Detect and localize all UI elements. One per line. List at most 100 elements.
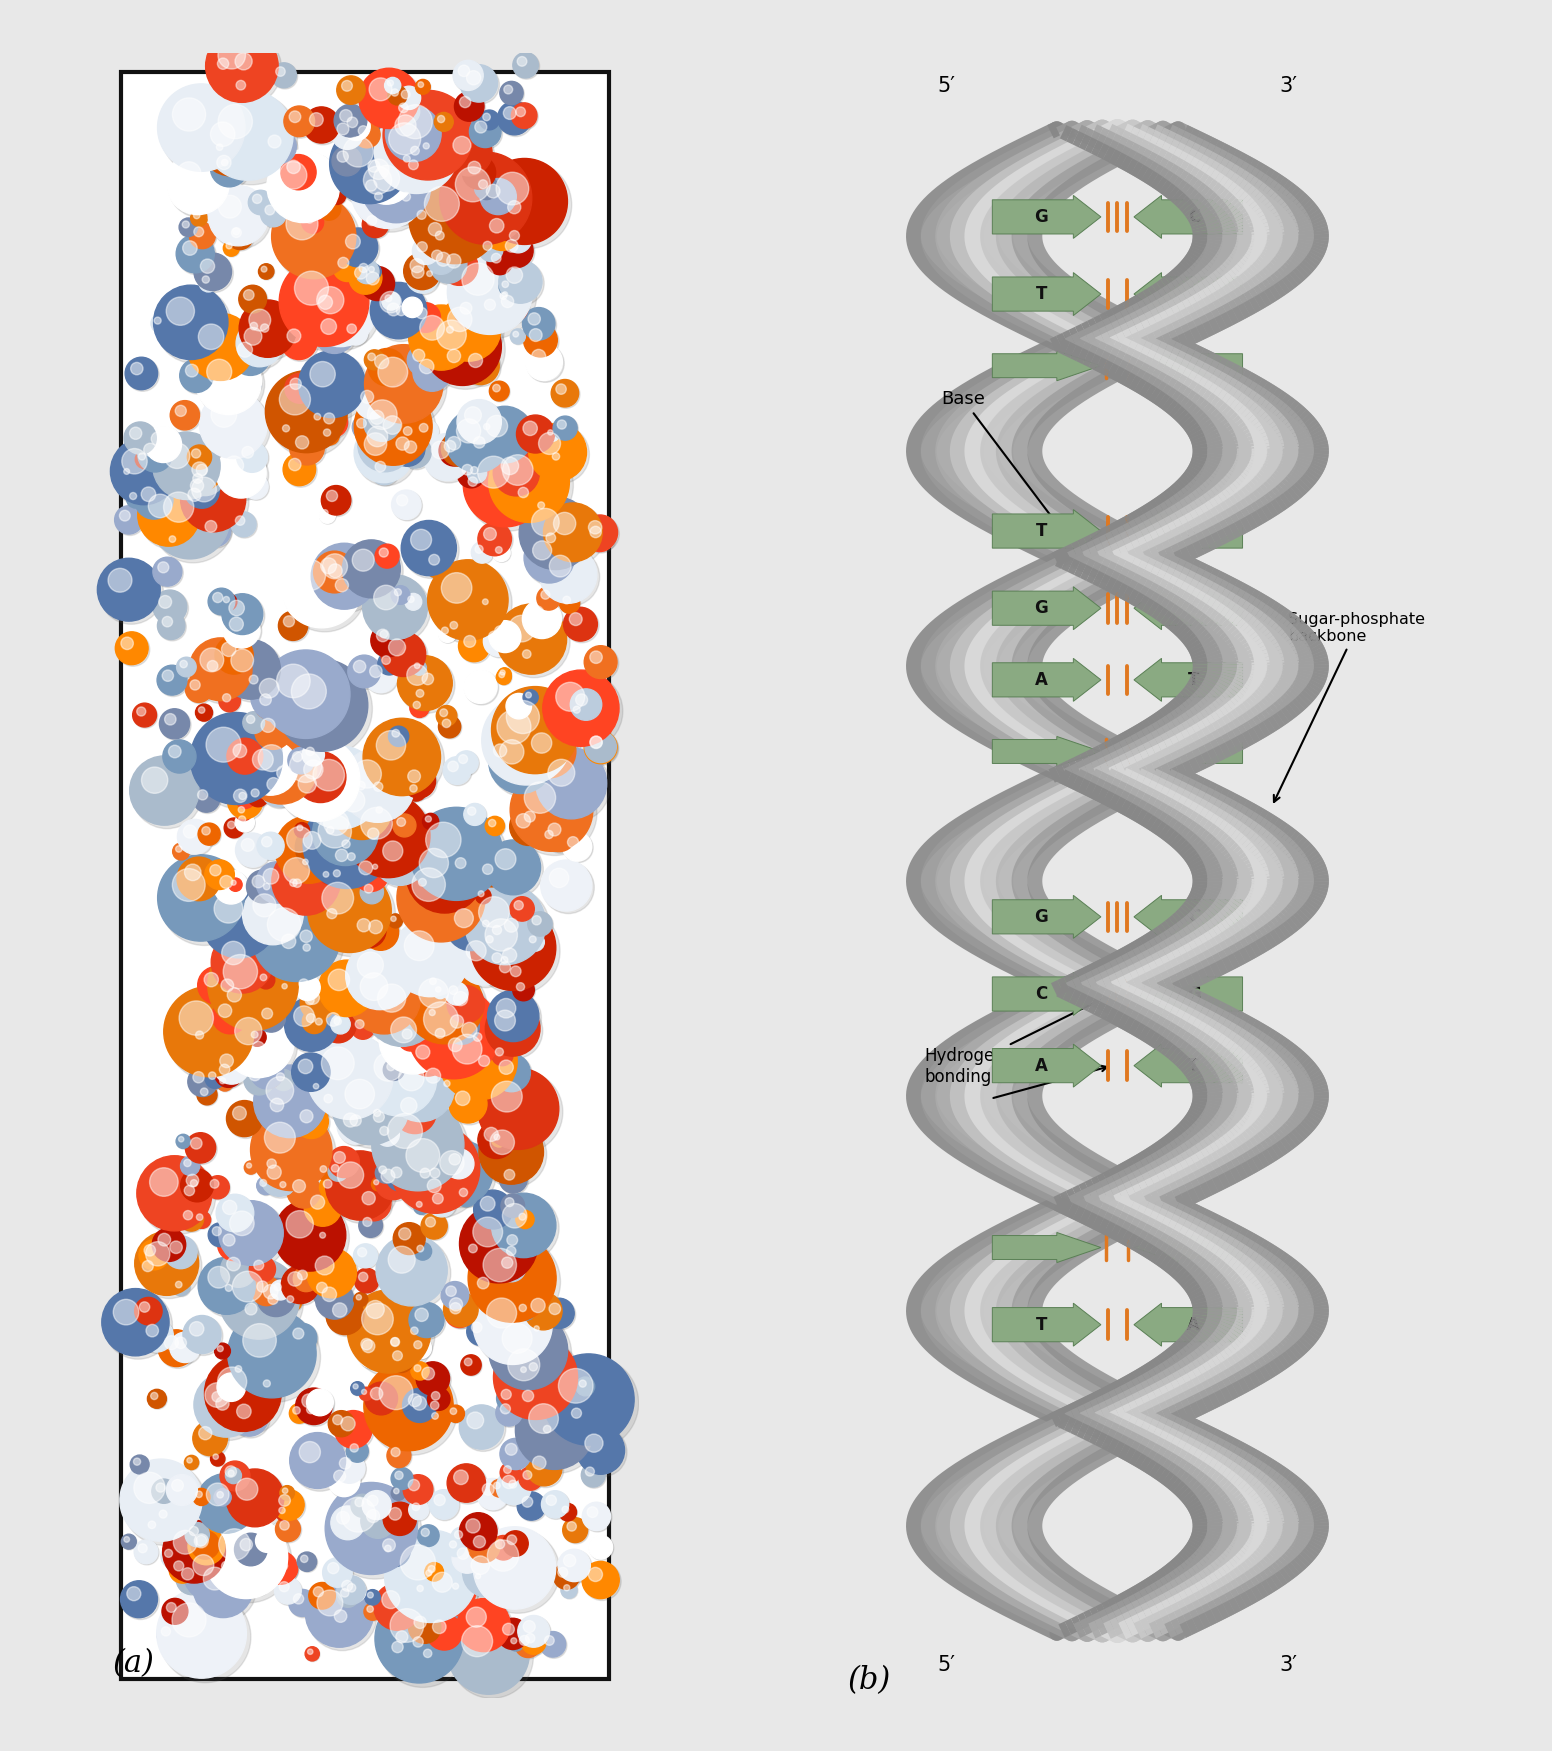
Circle shape xyxy=(130,1455,151,1474)
Circle shape xyxy=(377,1124,400,1147)
Circle shape xyxy=(247,319,267,340)
Circle shape xyxy=(419,879,427,886)
Circle shape xyxy=(130,1455,149,1474)
Circle shape xyxy=(486,1002,540,1056)
Circle shape xyxy=(203,657,231,685)
Circle shape xyxy=(422,1173,459,1212)
Circle shape xyxy=(447,1404,464,1422)
Circle shape xyxy=(205,1355,281,1432)
Circle shape xyxy=(372,1178,385,1191)
Circle shape xyxy=(205,1068,225,1089)
Circle shape xyxy=(149,494,172,518)
Circle shape xyxy=(247,870,281,905)
Circle shape xyxy=(427,271,433,277)
Circle shape xyxy=(248,1059,264,1075)
Circle shape xyxy=(303,800,391,888)
Circle shape xyxy=(185,1185,194,1196)
Circle shape xyxy=(334,870,340,877)
Circle shape xyxy=(222,1282,242,1301)
Circle shape xyxy=(588,1536,613,1558)
Circle shape xyxy=(227,1469,284,1527)
Circle shape xyxy=(553,454,560,461)
Circle shape xyxy=(318,960,376,1017)
Circle shape xyxy=(219,692,242,713)
Circle shape xyxy=(259,1180,267,1187)
Circle shape xyxy=(582,515,618,550)
Circle shape xyxy=(332,126,413,208)
Circle shape xyxy=(455,1016,495,1056)
Circle shape xyxy=(472,1322,483,1333)
Circle shape xyxy=(464,1550,514,1599)
Circle shape xyxy=(172,842,189,860)
Circle shape xyxy=(512,331,518,336)
Circle shape xyxy=(329,1163,349,1182)
Circle shape xyxy=(376,545,399,567)
Circle shape xyxy=(421,1529,430,1536)
Circle shape xyxy=(186,1175,199,1187)
Circle shape xyxy=(360,1215,383,1238)
Circle shape xyxy=(332,145,362,175)
Circle shape xyxy=(295,271,329,305)
Circle shape xyxy=(244,1161,258,1175)
Circle shape xyxy=(287,1296,293,1303)
Circle shape xyxy=(376,1163,411,1199)
Circle shape xyxy=(492,686,579,774)
Circle shape xyxy=(428,1490,458,1520)
Circle shape xyxy=(186,313,255,380)
Circle shape xyxy=(455,298,486,329)
Circle shape xyxy=(497,1252,526,1282)
Circle shape xyxy=(469,161,481,173)
Circle shape xyxy=(407,261,441,294)
Polygon shape xyxy=(1135,737,1243,767)
Circle shape xyxy=(188,1177,206,1196)
Circle shape xyxy=(394,814,417,839)
Circle shape xyxy=(345,1079,374,1108)
Circle shape xyxy=(374,1112,385,1122)
Circle shape xyxy=(199,324,223,350)
Circle shape xyxy=(372,625,405,658)
Circle shape xyxy=(419,979,449,1009)
Circle shape xyxy=(214,1343,230,1359)
Circle shape xyxy=(585,732,618,763)
Circle shape xyxy=(421,1646,442,1669)
Circle shape xyxy=(360,266,394,301)
Circle shape xyxy=(548,823,560,835)
Circle shape xyxy=(478,457,509,489)
Circle shape xyxy=(196,1031,203,1038)
Circle shape xyxy=(253,1045,284,1077)
Circle shape xyxy=(495,625,506,637)
Circle shape xyxy=(331,189,338,196)
Circle shape xyxy=(140,1157,216,1234)
Circle shape xyxy=(511,329,526,345)
Polygon shape xyxy=(992,587,1100,630)
Circle shape xyxy=(262,1009,273,1019)
Circle shape xyxy=(497,709,531,744)
Circle shape xyxy=(189,1322,203,1336)
Circle shape xyxy=(158,613,186,641)
Circle shape xyxy=(143,1261,154,1271)
Circle shape xyxy=(256,320,279,341)
Circle shape xyxy=(98,559,160,622)
Circle shape xyxy=(188,489,202,501)
Circle shape xyxy=(526,1359,548,1382)
Circle shape xyxy=(515,1392,593,1469)
Circle shape xyxy=(192,461,222,490)
Circle shape xyxy=(436,298,501,361)
Circle shape xyxy=(584,730,618,763)
Circle shape xyxy=(295,1105,331,1140)
Circle shape xyxy=(542,590,549,599)
Circle shape xyxy=(397,1024,424,1051)
Circle shape xyxy=(414,1199,430,1215)
Circle shape xyxy=(124,469,129,475)
Circle shape xyxy=(428,1189,456,1217)
Circle shape xyxy=(483,921,489,926)
Circle shape xyxy=(343,539,400,597)
Circle shape xyxy=(300,940,320,960)
Circle shape xyxy=(200,112,264,177)
Circle shape xyxy=(284,454,317,487)
Circle shape xyxy=(228,601,244,616)
Circle shape xyxy=(165,1236,199,1269)
Circle shape xyxy=(236,517,245,525)
Circle shape xyxy=(424,186,459,221)
Circle shape xyxy=(154,557,182,587)
